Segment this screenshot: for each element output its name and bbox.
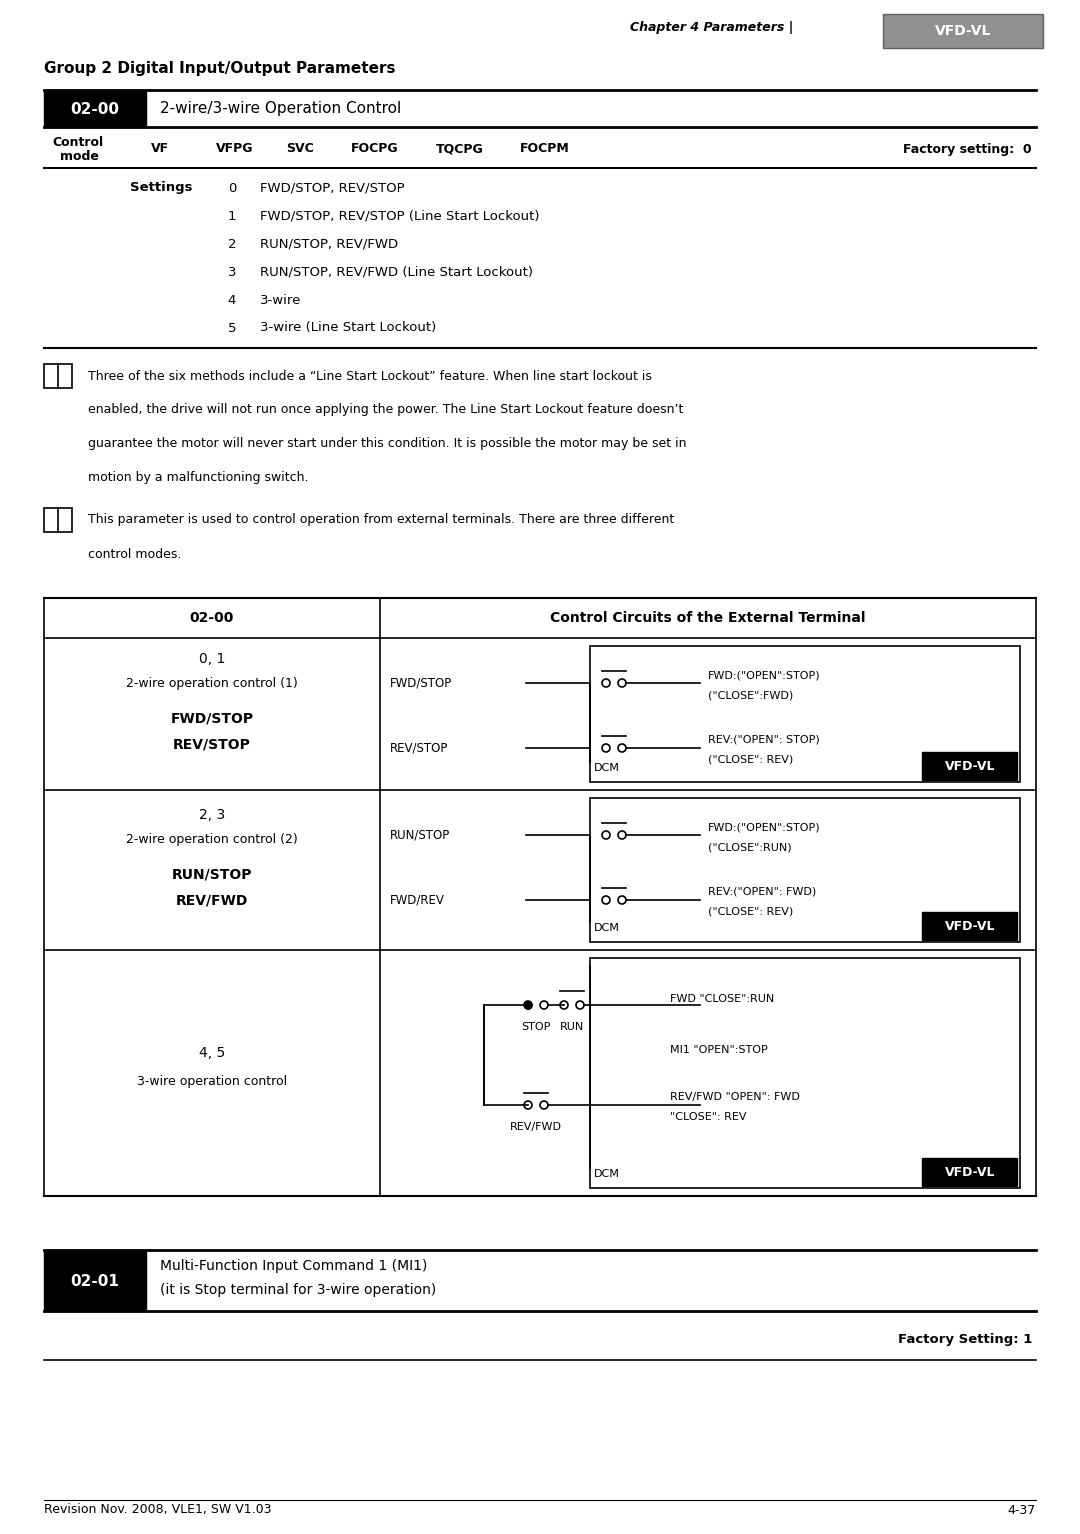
Text: VFD-VL: VFD-VL — [945, 1166, 996, 1178]
Text: ("CLOSE":RUN): ("CLOSE":RUN) — [708, 842, 792, 851]
Text: Revision Nov. 2008, VLE1, SW V1.03: Revision Nov. 2008, VLE1, SW V1.03 — [44, 1503, 271, 1517]
Text: 2-wire operation control (2): 2-wire operation control (2) — [126, 833, 298, 847]
Text: "CLOSE": REV: "CLOSE": REV — [670, 1112, 746, 1121]
Text: 3-wire operation control: 3-wire operation control — [137, 1074, 287, 1088]
Text: Settings: Settings — [130, 181, 192, 195]
Text: ("CLOSE": REV): ("CLOSE": REV) — [708, 755, 793, 765]
Bar — [44, 91, 146, 127]
Text: VFPG: VFPG — [216, 143, 254, 155]
Text: REV:("OPEN": FWD): REV:("OPEN": FWD) — [708, 887, 816, 897]
Text: REV/FWD: REV/FWD — [510, 1121, 562, 1132]
Text: ("CLOSE": REV): ("CLOSE": REV) — [708, 907, 793, 917]
Text: motion by a malfunctioning switch.: motion by a malfunctioning switch. — [87, 471, 309, 485]
Text: FOCPG: FOCPG — [351, 143, 399, 155]
Text: FWD/REV: FWD/REV — [390, 893, 445, 907]
Text: Chapter 4 Parameters |: Chapter 4 Parameters | — [630, 21, 794, 34]
Text: 02-00: 02-00 — [190, 611, 234, 624]
Text: FWD/STOP: FWD/STOP — [171, 712, 254, 726]
Bar — [922, 913, 1017, 940]
Text: RUN/STOP: RUN/STOP — [172, 868, 253, 882]
Text: REV/FWD: REV/FWD — [176, 893, 248, 907]
Text: enabled, the drive will not run once applying the power. The Line Start Lockout : enabled, the drive will not run once app… — [87, 403, 684, 417]
Bar — [590, 646, 1020, 782]
Text: 4: 4 — [228, 293, 237, 307]
Text: Factory setting:  0: Factory setting: 0 — [903, 143, 1032, 155]
Text: 4, 5: 4, 5 — [199, 1046, 225, 1060]
Text: RUN/STOP: RUN/STOP — [390, 828, 450, 842]
Bar — [590, 959, 1020, 1187]
Text: Three of the six methods include a “Line Start Lockout” feature. When line start: Three of the six methods include a “Line… — [87, 370, 652, 382]
Text: MI1 "OPEN":STOP: MI1 "OPEN":STOP — [670, 1045, 768, 1055]
Text: 2-wire operation control (1): 2-wire operation control (1) — [126, 678, 298, 690]
Text: FWD "CLOSE":RUN: FWD "CLOSE":RUN — [670, 994, 774, 1003]
Text: Multi-Function Input Command 1 (MI1): Multi-Function Input Command 1 (MI1) — [160, 1259, 428, 1273]
Text: FOCPM: FOCPM — [521, 143, 570, 155]
Text: mode: mode — [60, 149, 99, 163]
Text: FWD/STOP, REV/STOP (Line Start Lockout): FWD/STOP, REV/STOP (Line Start Lockout) — [260, 210, 540, 222]
Text: 4-37: 4-37 — [1008, 1503, 1036, 1517]
Text: FWD/STOP, REV/STOP: FWD/STOP, REV/STOP — [260, 181, 405, 195]
Bar — [883, 14, 1043, 48]
Text: 02-00: 02-00 — [70, 101, 120, 117]
Text: Control Circuits of the External Terminal: Control Circuits of the External Termina… — [550, 611, 866, 624]
Text: 02-01: 02-01 — [70, 1273, 120, 1289]
Text: REV/STOP: REV/STOP — [390, 741, 448, 755]
Text: SVC: SVC — [286, 143, 314, 155]
Bar — [44, 364, 72, 388]
Text: 2: 2 — [228, 238, 237, 250]
Text: 2, 3: 2, 3 — [199, 808, 225, 822]
Text: This parameter is used to control operation from external terminals. There are t: This parameter is used to control operat… — [87, 514, 674, 526]
Text: FWD:("OPEN":STOP): FWD:("OPEN":STOP) — [708, 670, 821, 680]
Bar — [590, 798, 1020, 942]
Text: FWD/STOP: FWD/STOP — [390, 676, 453, 689]
Text: RUN/STOP, REV/FWD (Line Start Lockout): RUN/STOP, REV/FWD (Line Start Lockout) — [260, 265, 534, 279]
Bar — [922, 1158, 1017, 1186]
Text: 0, 1: 0, 1 — [199, 652, 226, 666]
Text: ("CLOSE":FWD): ("CLOSE":FWD) — [708, 690, 793, 700]
Text: Factory Setting: 1: Factory Setting: 1 — [897, 1333, 1032, 1347]
Text: 0: 0 — [228, 181, 237, 195]
Bar — [44, 1252, 146, 1312]
Text: 2-wire/3-wire Operation Control: 2-wire/3-wire Operation Control — [160, 101, 402, 117]
Text: Group 2 Digital Input/Output Parameters: Group 2 Digital Input/Output Parameters — [44, 60, 395, 75]
Text: 1: 1 — [228, 210, 237, 222]
Text: 5: 5 — [228, 322, 237, 334]
Text: guarantee the motor will never start under this condition. It is possible the mo: guarantee the motor will never start und… — [87, 437, 687, 451]
Bar — [44, 508, 72, 532]
Text: VFD-VL: VFD-VL — [935, 25, 991, 38]
Text: RUN/STOP, REV/FWD: RUN/STOP, REV/FWD — [260, 238, 399, 250]
Text: 3: 3 — [228, 265, 237, 279]
Text: DCM: DCM — [594, 923, 620, 933]
Text: DCM: DCM — [594, 762, 620, 773]
Text: REV/FWD "OPEN": FWD: REV/FWD "OPEN": FWD — [670, 1092, 800, 1101]
Text: DCM: DCM — [594, 1169, 620, 1180]
Text: 3-wire: 3-wire — [260, 293, 301, 307]
Text: VFD-VL: VFD-VL — [945, 919, 996, 933]
Bar — [922, 752, 1017, 779]
Text: REV/STOP: REV/STOP — [173, 736, 251, 752]
Text: (it is Stop terminal for 3-wire operation): (it is Stop terminal for 3-wire operatio… — [160, 1282, 436, 1298]
Text: VF: VF — [151, 143, 170, 155]
Text: 3-wire (Line Start Lockout): 3-wire (Line Start Lockout) — [260, 322, 436, 334]
Text: TQCPG: TQCPG — [436, 143, 484, 155]
Text: VFD-VL: VFD-VL — [945, 759, 996, 773]
Text: RUN: RUN — [559, 1022, 584, 1032]
Text: control modes.: control modes. — [87, 548, 181, 560]
Text: STOP: STOP — [522, 1022, 551, 1032]
Text: REV:("OPEN": STOP): REV:("OPEN": STOP) — [708, 735, 820, 746]
Text: FWD:("OPEN":STOP): FWD:("OPEN":STOP) — [708, 822, 821, 831]
Text: Control: Control — [52, 135, 103, 149]
